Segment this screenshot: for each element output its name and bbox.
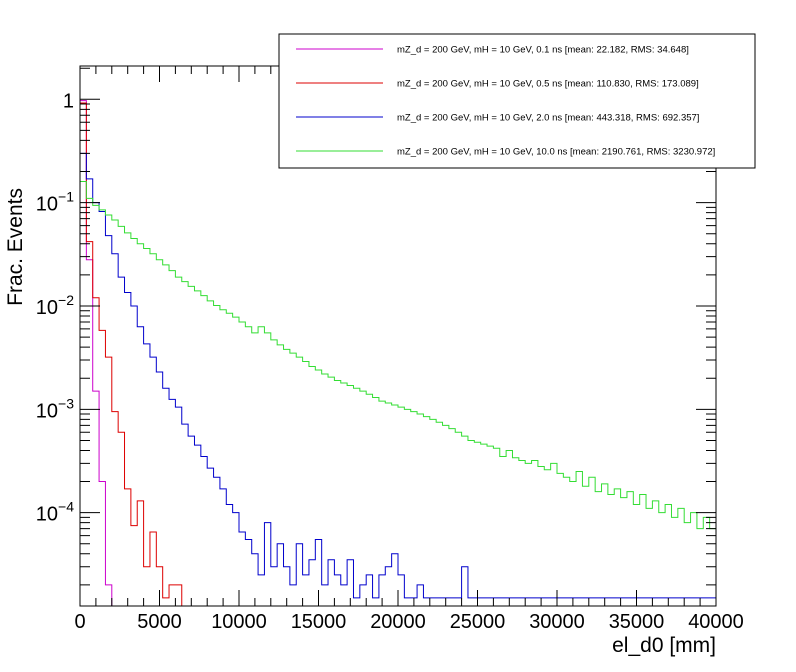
x-tick-label: 30000 bbox=[529, 611, 585, 633]
x-tick-label: 5000 bbox=[137, 611, 182, 633]
series-line-0 bbox=[79, 100, 113, 606]
legend-entries: mZ_d = 200 GeV, mH = 10 GeV, 0.1 ns [mea… bbox=[296, 45, 715, 158]
y-tick-label: 10−4 bbox=[36, 499, 74, 526]
legend: mZ_d = 200 GeV, mH = 10 GeV, 0.1 ns [mea… bbox=[278, 33, 756, 169]
y-tick-label: 10−2 bbox=[36, 292, 74, 319]
y-tick-label: 10−1 bbox=[36, 189, 74, 216]
legend-label-3: mZ_d = 200 GeV, mH = 10 GeV, 10.0 ns [me… bbox=[397, 147, 715, 158]
series-line-2 bbox=[79, 152, 717, 606]
x-tick-label: 0 bbox=[74, 611, 85, 633]
y-axis-title: Frac. Events bbox=[4, 188, 27, 306]
legend-label-1: mZ_d = 200 GeV, mH = 10 GeV, 0.5 ns [mea… bbox=[397, 79, 699, 90]
x-tick-label: 10000 bbox=[211, 611, 267, 633]
legend-box bbox=[278, 33, 756, 169]
x-tick-label: 15000 bbox=[291, 611, 347, 633]
y-tick-label: 1 bbox=[63, 90, 74, 112]
x-tick-labels: 0 5000 10000 15000 20000 25000 30000 35000 40000 bbox=[74, 611, 743, 633]
histogram-series-layer bbox=[79, 100, 717, 606]
legend-label-0: mZ_d = 200 GeV, mH = 10 GeV, 0.1 ns [mea… bbox=[397, 45, 689, 56]
legend-label-2: mZ_d = 200 GeV, mH = 10 GeV, 2.0 ns [mea… bbox=[397, 113, 699, 124]
y-tick-labels: 10−4 10−3 10−2 10−1 1 bbox=[36, 90, 74, 525]
x-tick-label: 20000 bbox=[370, 611, 426, 633]
y-tick-label: 10−3 bbox=[36, 395, 74, 422]
series-line-1 bbox=[79, 102, 183, 606]
x-tick-label: 35000 bbox=[609, 611, 665, 633]
series-line-3 bbox=[79, 181, 717, 606]
x-axis-title: el_d0 [mm] bbox=[612, 634, 716, 657]
x-tick-label: 40000 bbox=[688, 611, 744, 633]
x-tick-label: 25000 bbox=[450, 611, 506, 633]
